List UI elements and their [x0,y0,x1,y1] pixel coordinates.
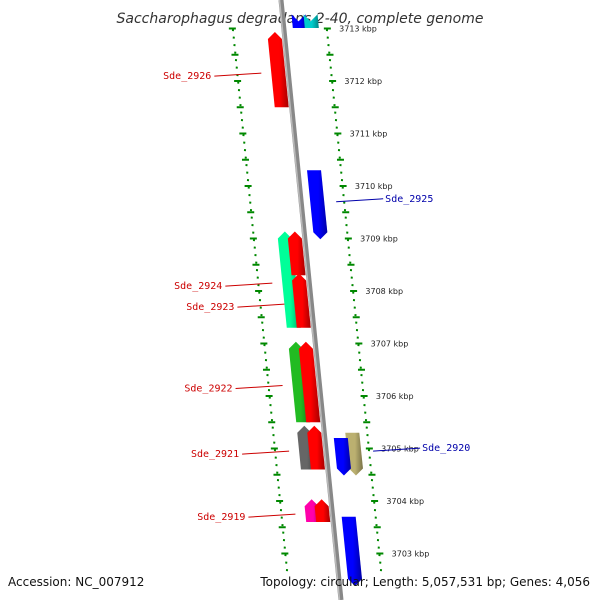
gene-feature[interactable] [291,14,307,28]
gene-label-leader [235,385,283,389]
gene-feature[interactable] [307,425,325,470]
gene-label-leader [242,450,290,455]
gene-features [267,14,363,586]
scale-label: 3704 kbp [386,497,424,506]
scale-label: 3709 kbp [360,235,398,244]
backbone-line [278,0,344,600]
gene-labels: Sde_2926 Sde_2925 Sde_2924 Sde_2923 Sde_2922… [163,71,470,523]
scale-label: 3712 kbp [344,77,382,86]
gene-label[interactable]: Sde_2921 [191,449,239,460]
gene-label[interactable]: Sde_2924 [174,281,222,292]
gene-feature[interactable] [298,341,321,423]
backbone-highlight [278,0,341,600]
gene-feature[interactable] [292,273,311,328]
gene-feature[interactable] [287,231,306,276]
genome-track [228,27,384,572]
scale-label: 3710 kbp [355,182,393,191]
map-title: Saccharophagus degradans 2-40, complete … [117,11,484,27]
gene-label[interactable]: Sde_2926 [163,71,211,82]
gene-label-leader [237,303,285,308]
gene-label-leader [248,513,296,518]
gene-feature[interactable] [267,32,289,108]
gene-feature[interactable] [307,170,328,240]
scale-label: 3711 kbp [350,130,388,139]
gene-label-leader [336,198,384,203]
gene-label-leader [214,72,262,77]
scale-label: 3706 kbp [376,392,414,401]
gene-label[interactable]: Sde_2920 [422,443,470,454]
genome-backbone [278,0,344,600]
gene-label[interactable]: Sde_2919 [197,512,245,523]
gene-feature[interactable] [341,516,362,586]
scale-label: 3713 kbp [339,25,377,34]
gene-feature[interactable] [303,14,319,28]
gene-feature[interactable] [314,499,331,522]
scale-label: 3703 kbp [392,550,430,559]
gene-label-leader [373,447,421,452]
gene-label[interactable]: Sde_2923 [186,302,234,313]
scale-label: 3707 kbp [371,340,409,349]
gene-label[interactable]: Sde_2922 [184,384,232,395]
genome-summary-text: Topology: circular; Length: 5,057,531 bp… [260,575,590,589]
gene-feature[interactable] [333,438,351,476]
accession-text: Accession: NC_007912 [8,575,145,589]
gene-label[interactable]: Sde_2925 [385,194,433,205]
gene-label-leader [225,282,273,287]
scale-label: 3708 kbp [365,287,403,296]
